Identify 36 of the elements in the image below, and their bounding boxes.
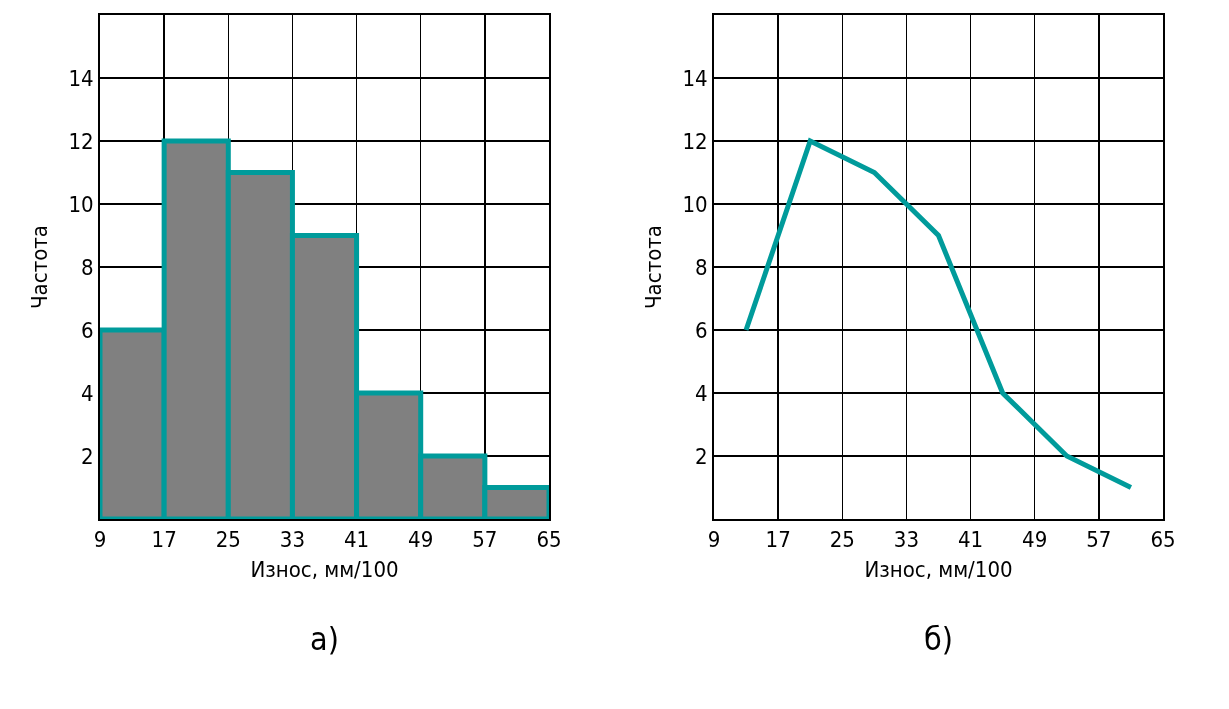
x-tick-label: 65 (536, 527, 562, 553)
y-tick-label: 4 (81, 380, 94, 406)
x-tick-label: 25 (829, 527, 855, 553)
y-tick-label: 12 (682, 128, 708, 154)
y-tick-label: 2 (81, 443, 94, 469)
y-tick-label: 8 (81, 254, 94, 280)
y-tick-label: 14 (682, 65, 708, 91)
x-tick-label: 49 (408, 527, 434, 553)
x-tick-label: 33 (893, 527, 920, 553)
x-tick-label: 41 (957, 527, 984, 553)
y-tick-label: 6 (695, 317, 708, 343)
y-tick-label: 12 (68, 128, 94, 154)
x-tick-label: 33 (279, 527, 306, 553)
y-tick-label: 2 (695, 443, 708, 469)
text: а) (310, 620, 339, 658)
x-tick-label: 65 (1150, 527, 1176, 553)
x-tick-label: 25 (215, 527, 241, 553)
x-tick-label: 17 (151, 527, 177, 553)
x-tick-label: 17 (765, 527, 791, 553)
x-axis-title: Износ, мм/100 (864, 556, 1013, 582)
y-axis-title: Частота (26, 225, 52, 309)
y-tick-label: 14 (68, 65, 94, 91)
y-tick-label: 10 (682, 191, 708, 217)
x-tick-label: 9 (707, 527, 721, 553)
x-tick-label: 49 (1022, 527, 1048, 553)
y-tick-label: 10 (68, 191, 94, 217)
x-tick-label: 9 (93, 527, 107, 553)
text: б) (924, 620, 953, 658)
x-tick-label: 41 (343, 527, 370, 553)
y-axis-title: Частота (640, 225, 666, 309)
y-tick-label: 8 (695, 254, 708, 280)
y-tick-label: 6 (81, 317, 94, 343)
y-tick-label: 4 (695, 380, 708, 406)
x-tick-label: 57 (472, 527, 498, 553)
x-axis-title: Износ, мм/100 (250, 556, 399, 582)
x-tick-label: 57 (1086, 527, 1112, 553)
